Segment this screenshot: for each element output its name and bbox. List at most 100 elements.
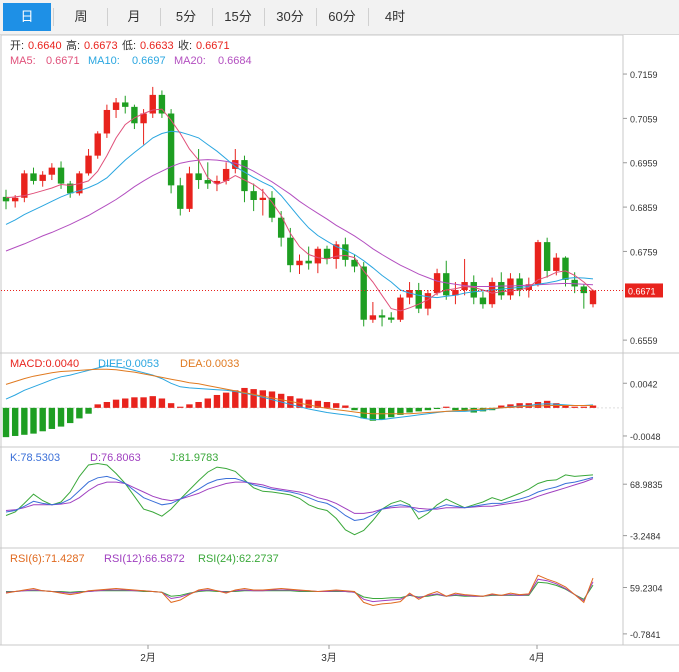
x-tick-label: 4月: [529, 652, 545, 664]
kdj-legend: K:78.5303: [10, 452, 60, 464]
macd-bar: [287, 396, 294, 408]
diff-line: [5, 365, 594, 421]
tab-5[interactable]: 30分: [276, 9, 304, 24]
tab-1[interactable]: 周: [74, 9, 88, 24]
candle-up: [149, 94, 156, 114]
macd-bar: [543, 400, 551, 408]
candle-down: [443, 273, 450, 296]
tab-7[interactable]: 4时: [384, 9, 406, 24]
x-tick-label: 3月: [321, 652, 337, 664]
rsi-legend: RSI(24):62.2737: [198, 553, 279, 565]
macd-bar: [177, 406, 184, 408]
candle-down: [415, 290, 422, 309]
macd-bar: [85, 407, 92, 414]
macd-bar: [470, 407, 477, 413]
ohlc-value: 0.6640: [28, 40, 62, 52]
macd-bar: [589, 405, 597, 408]
candle-down: [305, 260, 312, 264]
d-line: [5, 478, 594, 514]
macd-bar: [21, 407, 28, 435]
macd-bar: [277, 393, 285, 408]
macd-bar: [232, 390, 239, 408]
tab-separator: [212, 8, 213, 26]
macd-bar: [406, 407, 413, 413]
ohlc-value: 0.6633: [140, 40, 174, 52]
tab-4[interactable]: 15分: [224, 9, 252, 24]
dea-line: [5, 368, 593, 415]
candle-up: [424, 293, 432, 309]
candle-down: [277, 217, 285, 238]
candle-down: [250, 191, 257, 200]
macd-bar: [103, 402, 111, 408]
macd-bar: [140, 397, 147, 408]
tab-separator: [368, 8, 369, 26]
macd-bar: [222, 392, 230, 408]
candle-down: [204, 180, 211, 184]
candle-down: [158, 94, 166, 114]
price-tick-label: 0.6559: [630, 336, 658, 346]
macd-bar: [507, 404, 514, 408]
macd-bar: [11, 407, 19, 436]
macd-bar: [39, 407, 46, 432]
tab-0[interactable]: 日: [3, 3, 51, 31]
macd-bar: [498, 405, 505, 408]
ma5-line: [5, 108, 594, 312]
ma-legend-name: MA5:: [10, 55, 36, 67]
rsi-tick-label: -0.7841: [630, 630, 661, 640]
macd-bar: [534, 402, 542, 408]
macd-bar: [94, 404, 101, 408]
macd-bar: [433, 407, 441, 410]
macd-bar: [452, 407, 459, 411]
candle-up: [406, 290, 413, 298]
candle-up: [48, 167, 56, 175]
tab-6[interactable]: 60分: [328, 9, 356, 24]
macd-tick-label: -0.0048: [630, 432, 661, 442]
candle-up: [213, 180, 221, 184]
candle-down: [479, 297, 487, 305]
macd-bar: [369, 407, 377, 421]
tab-separator: [316, 8, 317, 26]
candle-up: [112, 102, 120, 110]
candle-up: [85, 155, 92, 174]
macd-bar: [424, 407, 432, 411]
tab-separator: [107, 8, 108, 26]
macd-bar: [332, 403, 340, 408]
tab-separator: [53, 8, 54, 26]
j-line: [5, 462, 594, 536]
tab-2[interactable]: 月: [127, 9, 141, 24]
macd-bar: [158, 398, 166, 408]
kline-chart: 0.7159 0.7059 0.6959 0.6859 0.6759 0.6559 0.66…: [0, 35, 679, 664]
candle-down: [388, 317, 395, 320]
macd-bar: [213, 394, 221, 408]
candle-down: [122, 102, 129, 107]
tab-3[interactable]: 5分: [175, 9, 197, 24]
candle-down: [195, 173, 202, 181]
candle-up: [232, 160, 239, 169]
candle-down: [241, 160, 248, 192]
price-tick-label: 0.6959: [630, 159, 658, 169]
last-price-badge: [625, 283, 663, 298]
macd-bar: [562, 405, 569, 408]
candle-up: [332, 244, 340, 259]
macd-bar: [195, 402, 202, 408]
kdj-legend: D:76.8063: [90, 452, 141, 464]
candle-up: [39, 174, 46, 181]
macd-bar: [76, 407, 83, 419]
ohlc-label: 收:: [178, 38, 192, 52]
ohlc-label: 开:: [10, 40, 24, 52]
macd-bar: [2, 407, 10, 438]
price-tick-label: 0.6759: [630, 247, 658, 257]
macd-bar: [167, 403, 175, 408]
price-tick-label: 0.6859: [630, 203, 658, 213]
candle-up: [433, 273, 441, 294]
candle-up: [589, 290, 597, 305]
period-tabs: 日 周 月 5分 15分 30分 60分 4时: [0, 0, 679, 35]
ohlc-label: 高:: [66, 38, 80, 52]
rsi6-line: [5, 574, 594, 607]
macd-bar: [122, 398, 129, 408]
candle-down: [323, 248, 331, 259]
candle-up: [534, 242, 542, 285]
last-price-label: 0.6671: [628, 286, 656, 296]
candle-down: [30, 173, 37, 181]
kdj-tick-label: -3.2484: [630, 532, 661, 542]
